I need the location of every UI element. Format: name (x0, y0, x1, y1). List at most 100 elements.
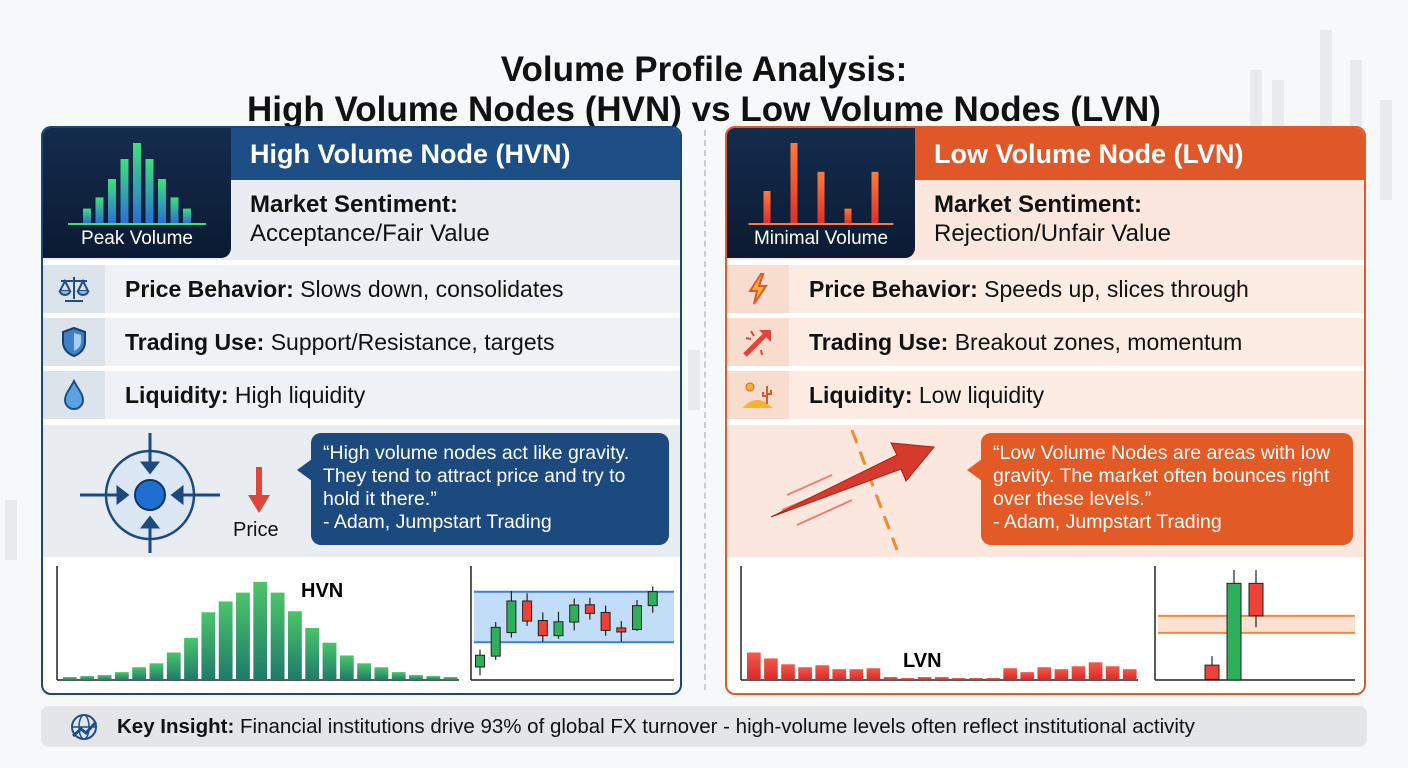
price-label: Price (233, 519, 279, 541)
candle-body (647, 591, 658, 607)
lvn-volume-profile-chart: LVN (740, 566, 1138, 681)
tile-bar (170, 197, 179, 223)
tile-bar (145, 159, 154, 223)
tile-bar (133, 143, 141, 223)
volume-bar (114, 672, 129, 680)
candle-body (1226, 582, 1242, 681)
tile-bar (120, 159, 129, 223)
candle-body (584, 604, 595, 614)
volume-bar (270, 592, 285, 680)
volume-bar (1003, 668, 1017, 680)
sentiment-value: Acceptance/Fair Value (250, 220, 490, 247)
volume-bar (1088, 662, 1103, 680)
lightning-icon (727, 265, 789, 313)
volume-bar (1037, 667, 1052, 680)
tile-bar (790, 143, 798, 223)
row-label: Price Behavior: (125, 276, 294, 302)
candle-body (569, 604, 580, 623)
volume-bar (934, 677, 949, 680)
volume-bar (80, 676, 95, 680)
row-value: High liquidity (234, 382, 366, 408)
volume-bar (97, 675, 112, 680)
title-line-1: Volume Profile Analysis: (500, 50, 908, 89)
sentiment-label: Market Sentiment: (934, 191, 1143, 218)
volume-bar (1020, 672, 1035, 680)
volume-bar (253, 581, 268, 680)
volume-bar (747, 652, 761, 680)
volume-bar (815, 665, 830, 680)
tile-bar (83, 208, 91, 223)
volume-bar (218, 601, 233, 680)
candle-body (600, 611, 611, 631)
volume-bar (900, 678, 915, 680)
volume-bar (287, 611, 302, 680)
volume-bar (764, 658, 778, 680)
tile-label: Minimal Volume (753, 228, 889, 249)
volume-bar (63, 677, 77, 680)
volume-bar (952, 678, 966, 680)
volume-bar (832, 669, 847, 680)
hvn-row-liquidity: Liquidity: High liquidity (43, 371, 680, 419)
peak-volume-tile: Peak Volume (43, 128, 231, 258)
lvn-candlestick-chart (1154, 566, 1355, 681)
volume-bar (305, 627, 320, 680)
row-value: Support/Resistance, targets (270, 329, 555, 355)
insight-text: Financial institutions drive 93% of glob… (240, 715, 1195, 738)
tile-bar (844, 208, 852, 223)
candle-body (632, 605, 642, 630)
volume-bar (781, 664, 795, 680)
hvn-candlestick-chart (470, 566, 674, 681)
hvn-row-trading-use: Trading Use: Support/Resistance, targets (43, 318, 680, 366)
quote-text: “Low Volume Nodes are areas with low gra… (993, 442, 1331, 510)
peak-volume-icon (68, 143, 206, 225)
tile-bar (183, 208, 191, 223)
row-value: Speeds up, slices through (984, 276, 1249, 302)
volume-bar (201, 612, 216, 680)
candle-body (1204, 664, 1220, 680)
volume-bar (391, 672, 406, 680)
volume-bar (374, 667, 389, 680)
sentiment-value: Rejection/Unfair Value (934, 220, 1172, 247)
volume-bar (236, 592, 250, 680)
lvn-panel: Low Volume Node (LVN) Market Sentiment: … (725, 126, 1366, 695)
tile-label: Peak Volume (81, 228, 193, 249)
volume-bar (132, 667, 147, 680)
minimal-volume-icon (748, 143, 894, 225)
volume-bar (166, 652, 181, 680)
candle-body (537, 620, 548, 637)
candle-body (475, 654, 485, 668)
volume-bar (1122, 669, 1137, 680)
candle-body (490, 626, 501, 657)
row-value: Slows down, consolidates (300, 276, 564, 302)
volume-bar (149, 663, 164, 680)
tile-bar (158, 179, 166, 223)
volume-bar (798, 667, 812, 680)
candle-body (616, 627, 627, 633)
lvn-row-price-behavior: Price Behavior: Speeds up, slices throug… (727, 265, 1364, 313)
tile-bar (763, 191, 771, 223)
title-line-2: High Volume Nodes (HVN) vs Low Volume No… (247, 90, 1161, 129)
shield-icon (43, 318, 105, 366)
volume-bar (1054, 669, 1069, 680)
volume-bar (357, 663, 372, 680)
page-title: Volume Profile Analysis: High Volume Nod… (0, 50, 1408, 130)
row-label: Liquidity: (125, 382, 229, 408)
volume-bar (426, 676, 441, 680)
key-insight-bar: Key Insight: Financial institutions driv… (41, 706, 1367, 747)
row-label: Liquidity: (809, 382, 913, 408)
breakout-arrow-icon (727, 318, 789, 366)
volume-bar (917, 677, 932, 680)
breakout-arrow-graphic (770, 429, 935, 551)
tile-bar (108, 179, 116, 223)
quote-author: - Adam, Jumpstart Trading (993, 511, 1222, 533)
volume-bar (866, 668, 881, 680)
lvn-quote-bubble: “Low Volume Nodes are areas with low gra… (967, 433, 1353, 545)
hvn-gravity-section: Price “High volume nodes act like gravit… (43, 425, 680, 557)
minimal-volume-tile: Minimal Volume (727, 128, 915, 258)
price-down-arrow-icon (248, 467, 270, 513)
lvn-row-trading-use: Trading Use: Breakout zones, momentum (727, 318, 1364, 366)
row-value: Low liquidity (918, 382, 1045, 408)
scales-icon (43, 265, 105, 313)
profile-label: HVN (301, 580, 343, 602)
candle-body (553, 621, 564, 637)
